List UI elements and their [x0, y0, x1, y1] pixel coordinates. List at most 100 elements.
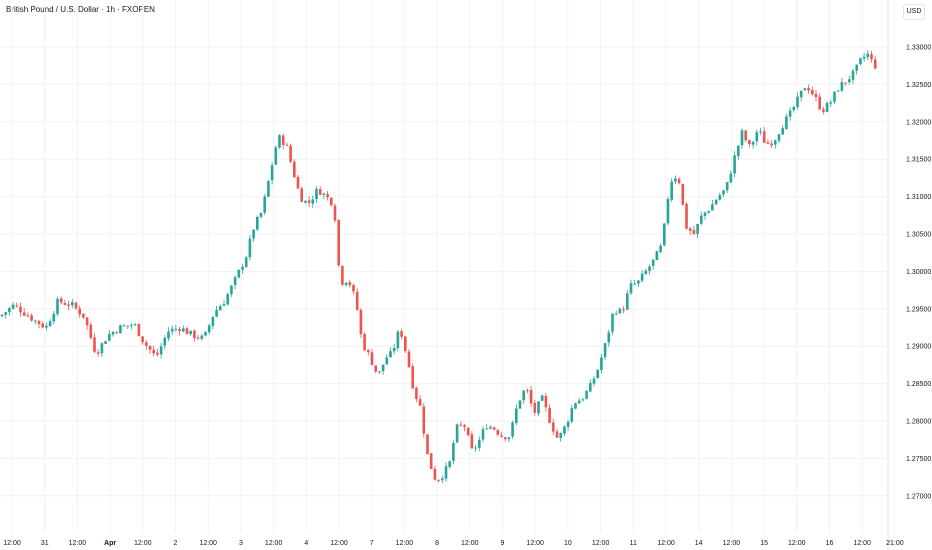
candle-body	[788, 110, 792, 117]
x-tick-label: 12:00	[723, 540, 741, 547]
candle-body	[370, 352, 374, 366]
x-tick-label: Apr	[104, 540, 116, 547]
y-tick-label: 1.31000	[906, 194, 931, 201]
candle-body	[848, 79, 851, 83]
candle-body	[78, 308, 81, 315]
candle-body	[552, 422, 555, 432]
candle-body	[740, 130, 744, 146]
y-tick-label: 1.27500	[906, 456, 931, 463]
candle-body	[607, 332, 611, 343]
y-tick-label: 1.33000	[906, 45, 931, 52]
candle-body	[104, 341, 107, 344]
candle-body	[762, 131, 766, 143]
candle-body	[855, 64, 858, 71]
candle-body	[455, 424, 459, 443]
candle-body	[492, 427, 496, 430]
candle-body	[814, 93, 818, 98]
candle-body	[159, 346, 163, 355]
candle-body	[230, 285, 233, 295]
candle-body	[400, 331, 403, 337]
candle-body	[196, 337, 200, 339]
candle-body	[74, 302, 78, 309]
candle-body	[48, 321, 52, 327]
candle-body	[666, 199, 670, 224]
candle-body	[489, 427, 492, 429]
candle-body	[111, 331, 115, 335]
x-tick-label: 14	[695, 540, 703, 547]
candle-body	[463, 425, 466, 428]
price-axis[interactable]: 1.33000 1.32500 1.32000 1.31500 1.31000 1.305…	[906, 45, 931, 501]
candle-body	[722, 190, 725, 195]
candle-body	[796, 96, 799, 108]
candle-body	[563, 426, 566, 434]
candle-body	[844, 82, 847, 84]
candle-body	[315, 188, 318, 200]
candle-body	[718, 195, 722, 200]
currency-button[interactable]: USD	[903, 4, 925, 20]
candle-body	[596, 369, 599, 378]
candle-body	[822, 109, 825, 112]
candle-body	[674, 178, 677, 182]
candle-body	[870, 54, 873, 60]
x-tick-label: 12:00	[853, 540, 871, 547]
candle-body	[555, 431, 559, 438]
candle-body	[770, 143, 773, 146]
y-tick-label: 1.27000	[906, 493, 931, 500]
candle-body	[193, 330, 196, 339]
candle-body	[433, 468, 437, 480]
candle-body	[71, 302, 74, 306]
candle-body	[466, 427, 470, 436]
candle-body	[759, 131, 762, 133]
candle-body	[518, 400, 522, 409]
time-axis[interactable]: 12:00 31 12:00 Apr 12:00 2 12:00 3 12:00 4 12:00 7 1…	[3, 540, 904, 547]
candle-body	[215, 309, 218, 317]
y-tick-label: 1.32000	[906, 119, 931, 126]
candle-body	[385, 357, 389, 365]
candle-body	[396, 331, 400, 349]
candle-body	[93, 337, 96, 352]
candle-body	[703, 212, 707, 217]
candle-body	[415, 387, 418, 400]
candle-body	[85, 317, 89, 326]
candle-body	[581, 399, 585, 401]
candle-body	[862, 56, 866, 59]
candle-body	[452, 443, 455, 461]
candle-body	[515, 408, 518, 424]
candle-body	[426, 434, 429, 454]
candle-body	[755, 132, 759, 142]
candle-body	[222, 304, 226, 306]
candle-body	[559, 432, 562, 439]
candle-body	[126, 325, 130, 327]
candle-body	[392, 347, 396, 352]
candle-body	[781, 128, 784, 135]
candle-body	[696, 224, 699, 234]
candle-body	[374, 365, 377, 372]
candle-body	[63, 303, 67, 305]
candle-body	[56, 299, 59, 315]
candle-body	[67, 304, 70, 306]
candle-body	[355, 291, 359, 310]
x-tick-label: 31	[41, 540, 49, 547]
y-tick-label: 1.28000	[906, 419, 931, 426]
x-tick-label: 4	[304, 540, 308, 547]
candle-body	[448, 461, 451, 467]
candle-body	[859, 58, 862, 65]
candle-body	[737, 145, 740, 157]
candle-body	[108, 333, 111, 341]
candle-body	[11, 304, 15, 309]
candle-body	[185, 328, 189, 335]
candle-body	[799, 90, 803, 98]
candle-body	[137, 323, 141, 337]
candle-body	[152, 349, 155, 354]
candle-body	[311, 199, 315, 204]
candle-body	[259, 213, 263, 217]
candle-body	[777, 134, 781, 141]
x-tick-label: 21:00	[886, 540, 904, 547]
candle-body	[248, 238, 252, 258]
candle-body	[267, 180, 270, 197]
candle-body	[633, 283, 636, 285]
candle-body	[714, 199, 718, 205]
candle-body	[307, 200, 311, 203]
candle-body	[22, 312, 26, 316]
